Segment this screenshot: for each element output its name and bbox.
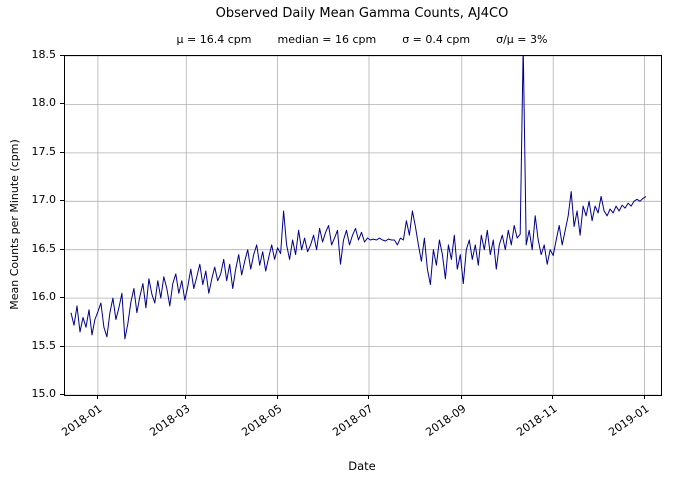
y-tick-mark (60, 151, 64, 153)
y-tick-mark (60, 394, 64, 395)
stat-sigma: σ = 0.4 cpm (402, 33, 471, 46)
y-tick-label: 18.5 (31, 48, 57, 61)
x-tick-mark (367, 395, 369, 399)
y-tick-label: 18.0 (31, 96, 57, 110)
plot-area (64, 55, 662, 396)
y-tick-label: 15.5 (31, 338, 57, 352)
y-tick-mark (60, 200, 64, 202)
y-tick-label: 16.0 (31, 290, 57, 304)
y-tick-label: 16.5 (31, 241, 57, 255)
x-tick-mark (96, 395, 98, 399)
x-tick-mark (643, 395, 645, 399)
y-tick-mark (60, 248, 64, 250)
y-tick-mark (60, 55, 64, 56)
y-tick-mark (60, 297, 64, 299)
stat-mean: μ = 16.4 cpm (176, 33, 252, 46)
stat-sigma-over-mu: σ/μ = 3% (496, 33, 548, 46)
y-tick-label: 17.0 (31, 193, 57, 207)
y-tick-mark (60, 103, 64, 105)
chart-stats-row: μ = 16.4 cpm median = 16 cpm σ = 0.4 cpm… (64, 33, 660, 46)
y-tick-label: 15.0 (31, 387, 57, 400)
y-tick-mark (60, 345, 64, 347)
x-tick-mark (552, 395, 554, 399)
plot-canvas (65, 56, 661, 395)
x-tick-mark (460, 395, 462, 399)
x-axis-label: Date (348, 459, 376, 473)
x-tick-mark (185, 395, 187, 399)
y-tick-label: 17.5 (31, 144, 57, 158)
stat-median: median = 16 cpm (277, 33, 377, 46)
chart-title: Observed Daily Mean Gamma Counts, AJ4CO (215, 6, 509, 21)
x-tick-mark (276, 395, 278, 399)
